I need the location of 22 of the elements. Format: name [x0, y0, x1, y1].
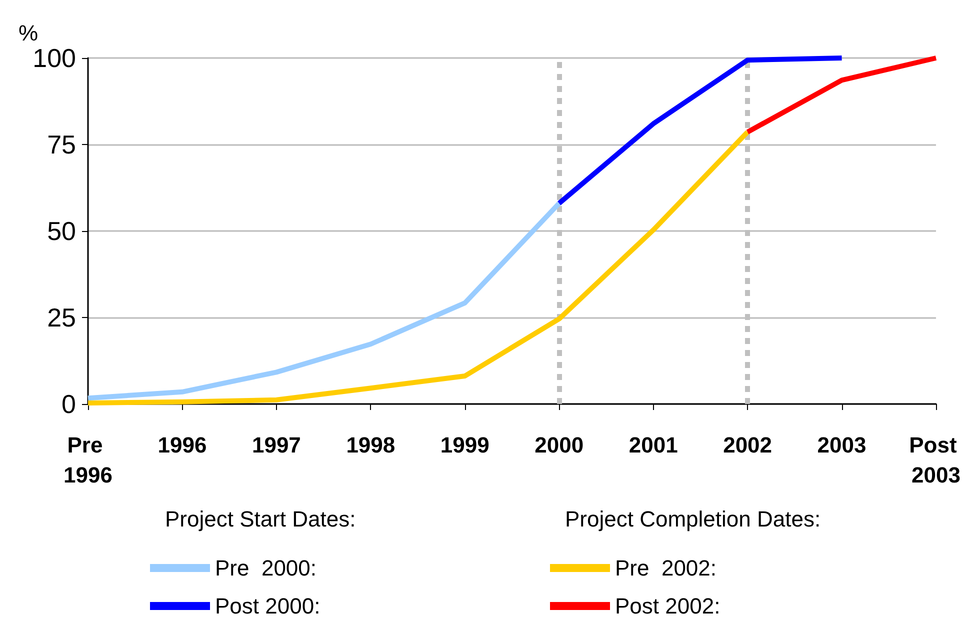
y-tick-label: 75 [47, 130, 76, 160]
y-tick-label: 25 [47, 302, 76, 332]
legend-label: Pre 2002: [615, 556, 717, 580]
x-tick-label: Pre 1996 [64, 432, 112, 488]
y-axis-title: % [18, 20, 38, 46]
x-tick-label: Post 2003 [909, 432, 963, 488]
legend-label: Post 2000: [215, 594, 320, 618]
x-tick-label: 2002 [723, 432, 772, 458]
x-tick-label: 2003 [817, 432, 866, 458]
x-tick-label: 1999 [440, 432, 490, 458]
y-tick-label: 0 [62, 389, 76, 419]
x-tick-label: 2001 [628, 432, 678, 458]
text: Project Completion Dates: [565, 506, 821, 532]
x-tick-label: 1997 [252, 432, 301, 458]
x-tick-label: 2000 [534, 432, 584, 458]
legend-label: Pre 2000: [215, 556, 317, 580]
legend-label: Post 2002: [615, 594, 720, 618]
x-tick-label: 1996 [158, 432, 207, 458]
y-tick-label: 100 [32, 43, 76, 73]
x-tick-label: 1998 [346, 432, 396, 458]
y-tick-label: 50 [47, 216, 76, 246]
text: Project Start Dates: [165, 506, 356, 532]
